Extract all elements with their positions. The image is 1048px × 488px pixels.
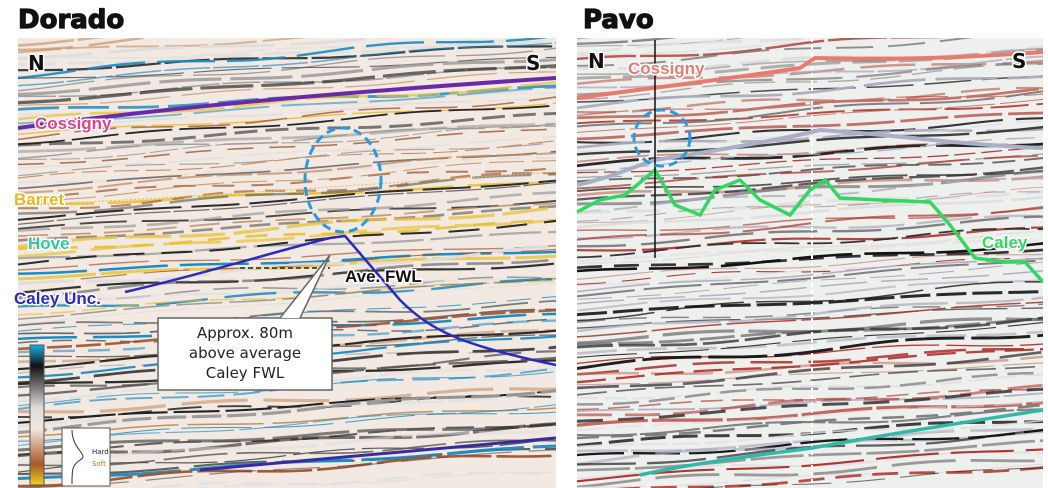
south-label: S: [526, 51, 540, 75]
horizon-label: Caley Unc.: [14, 289, 101, 308]
fwl-label: Ave. FWL: [345, 267, 422, 286]
north-label: N: [588, 49, 605, 73]
panel-title: Dorado: [18, 5, 124, 35]
south-label: S: [1012, 49, 1026, 73]
callout-text: above average: [189, 344, 301, 362]
horizon-label: Barret: [14, 190, 64, 209]
north-label: N: [28, 51, 45, 75]
figure: Dorado Pavo Approx. 80m above average Ca…: [0, 0, 1048, 488]
callout-text: Approx. 80m: [197, 324, 293, 342]
callout-text: Caley FWL: [206, 364, 285, 382]
panel-title: Pavo: [583, 5, 654, 35]
horizon-label: Caley: [982, 233, 1028, 252]
horizon-label: Cossigny: [35, 114, 112, 133]
horizon-label: Hove: [28, 234, 70, 253]
legend-label: Soft: [92, 460, 106, 468]
legend-label: Hard: [92, 448, 109, 456]
horizon-label: Cossigny: [628, 59, 705, 78]
